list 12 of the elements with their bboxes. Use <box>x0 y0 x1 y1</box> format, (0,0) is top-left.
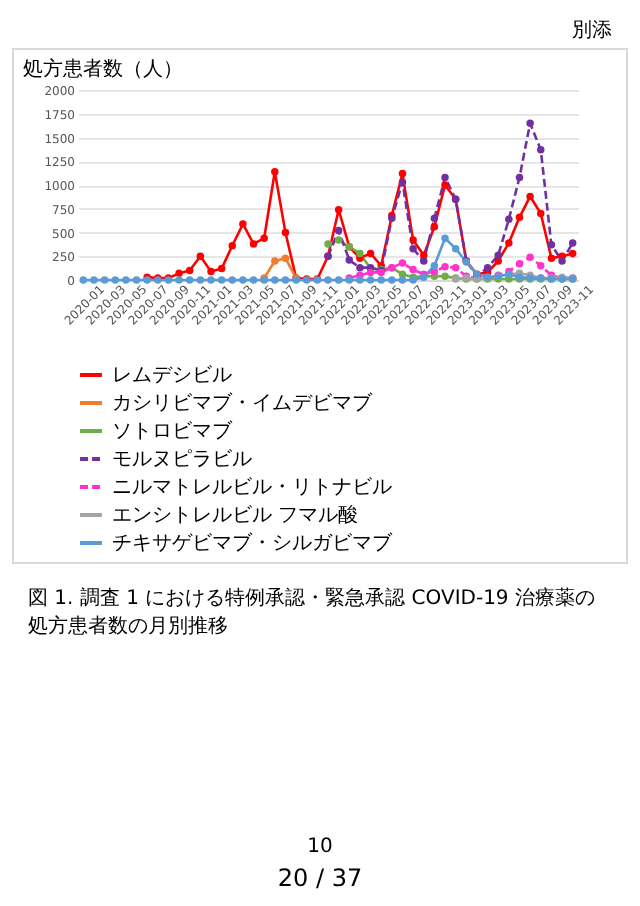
text: 別添 <box>572 18 612 44</box>
legend-label: エンシトレルビル フマル酸 <box>112 503 359 527</box>
text: 10 <box>305 836 335 858</box>
legend-label: チキサゲビマブ・シルガビマブ <box>112 531 394 555</box>
text: 20 / 37 <box>275 864 365 892</box>
legend-label: ニルマトレルビル・リトナビル <box>112 477 392 499</box>
y-axis-title: 処方患者数（人） <box>23 57 183 81</box>
legend-label: ソトロビマブ <box>112 419 234 443</box>
legend-label: レムデシビル <box>112 365 232 387</box>
legend-label: モルヌピラビル <box>112 449 252 471</box>
legend-label: カシリビマブ・イムデビマブ <box>112 391 374 415</box>
caption: 図 1. 調査 1 における特例承認・緊急承認 COVID-19 治療薬の処方患者数の月別推移 <box>28 585 597 640</box>
